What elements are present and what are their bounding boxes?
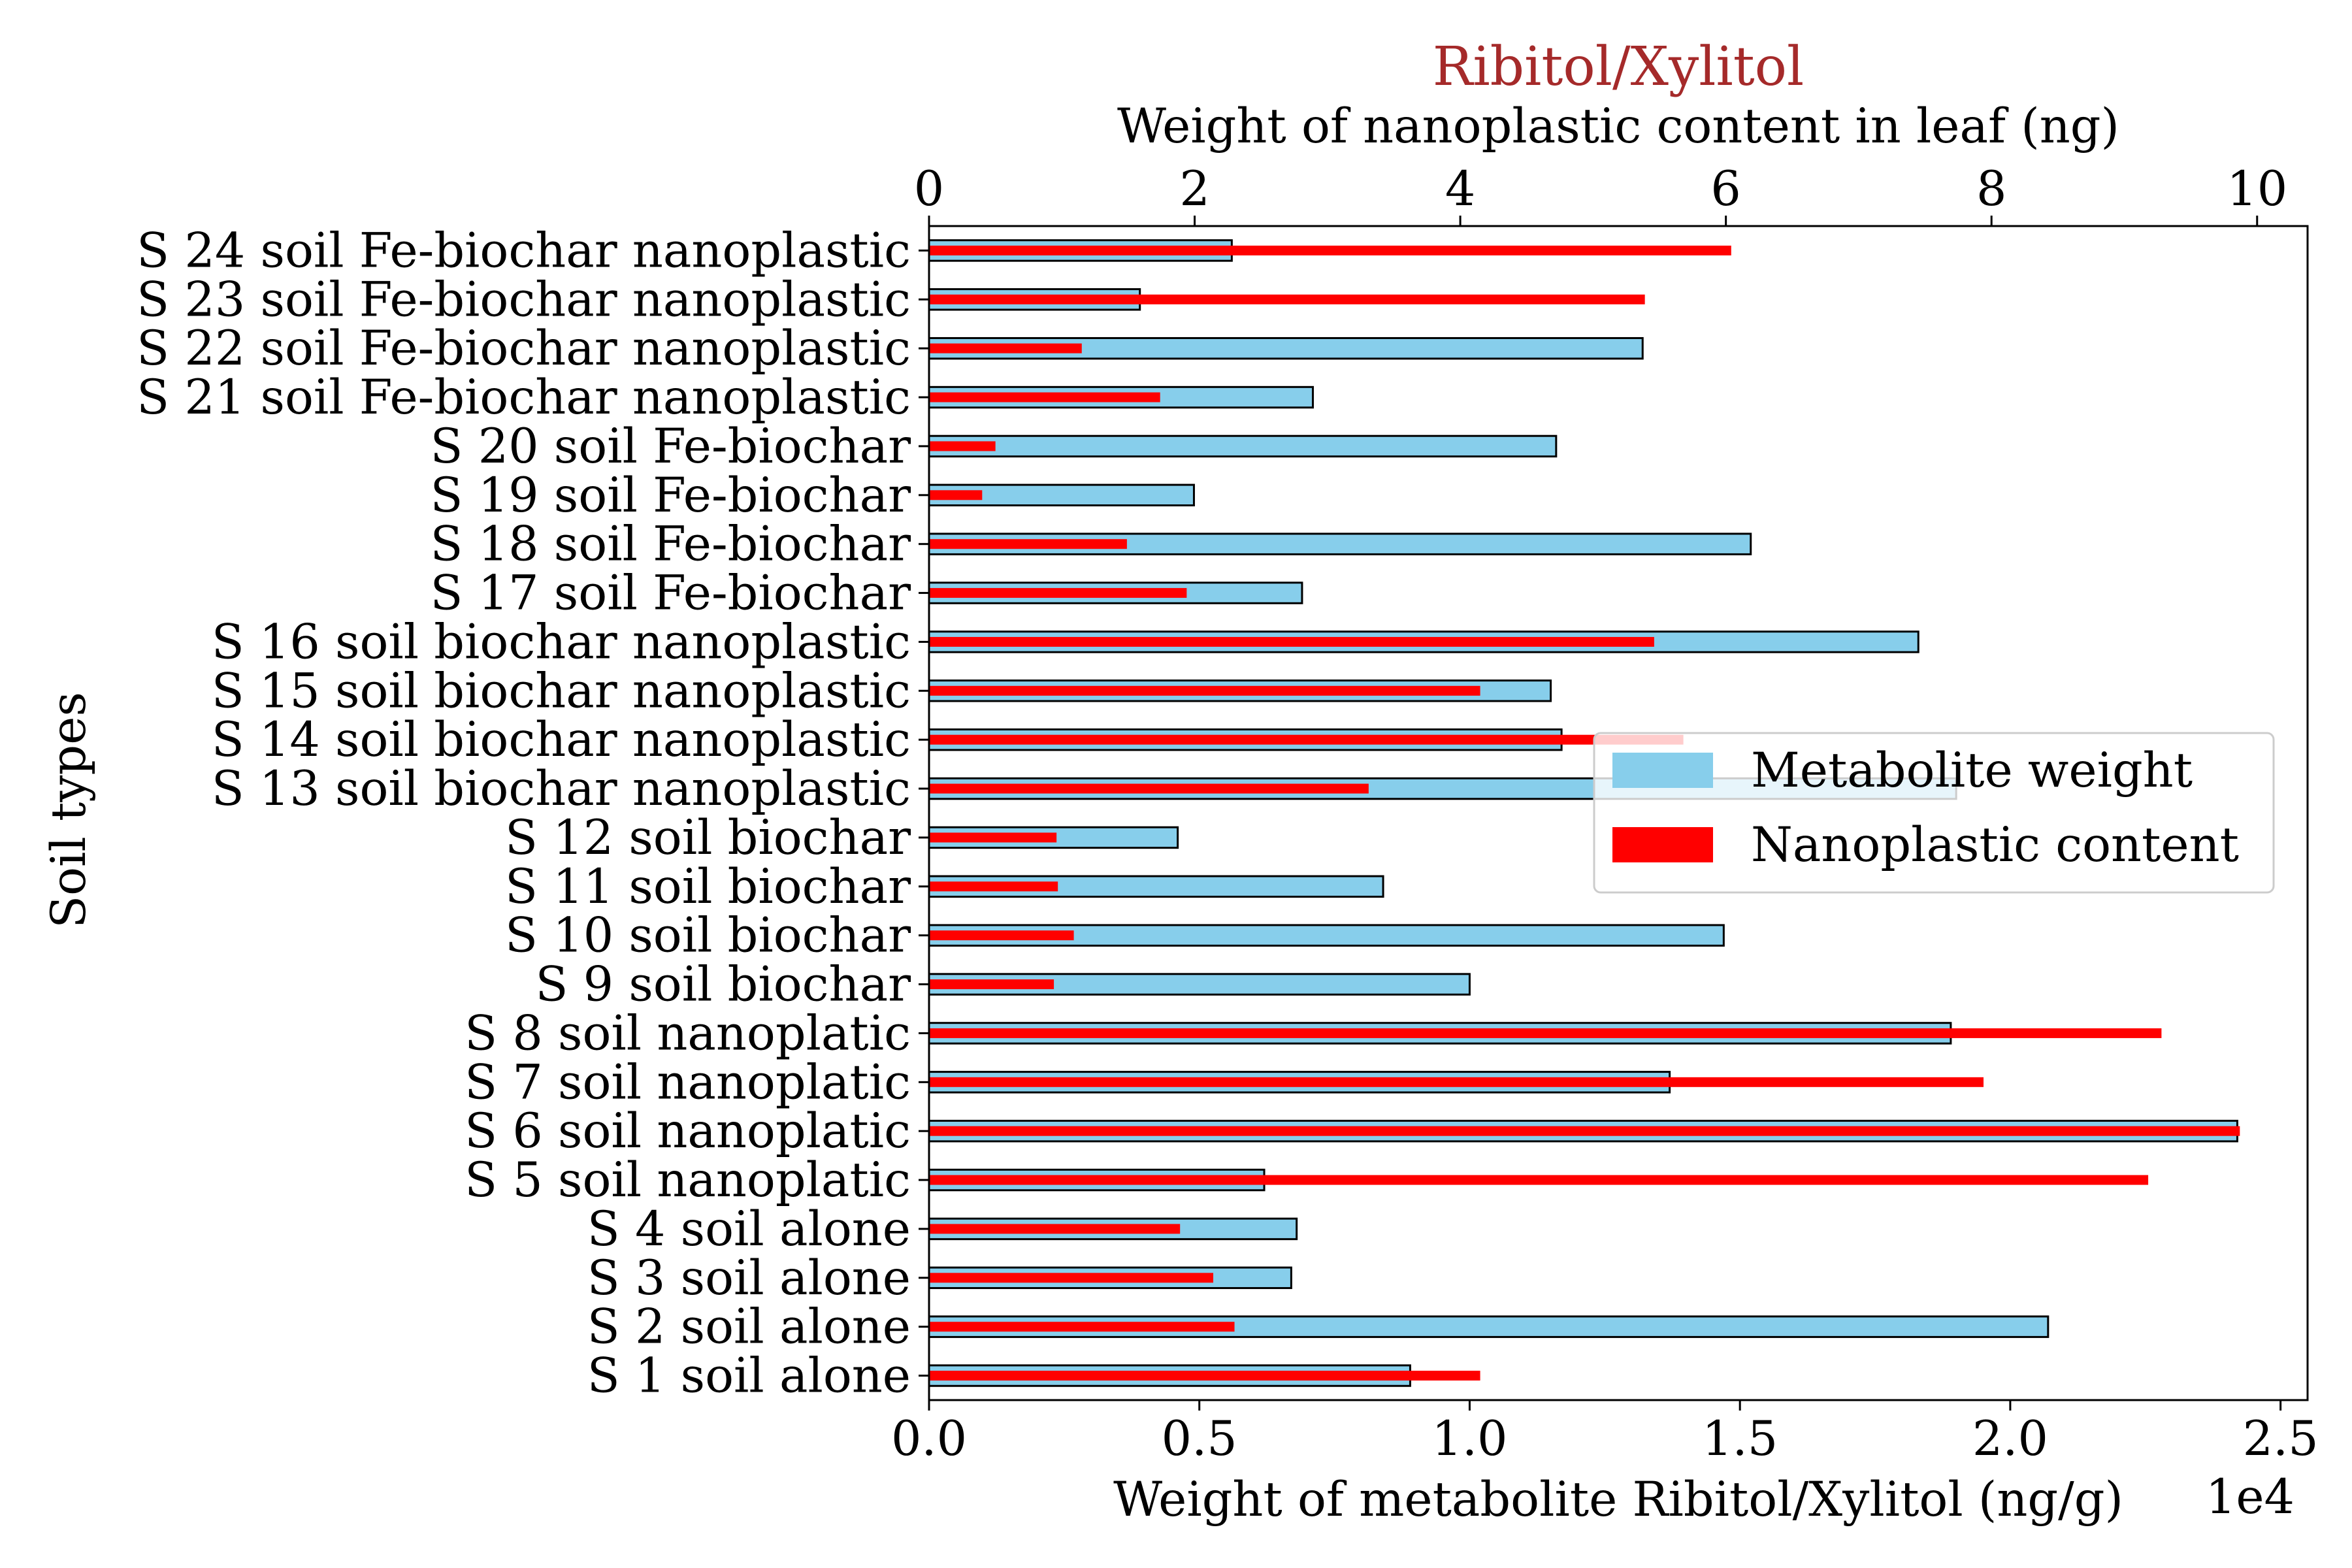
bottom-x-tick-label: 0.5 [1162, 1411, 1237, 1467]
legend-label-nanoplastic: Nanoplastic content [1751, 817, 2239, 873]
nanoplastic-bar [929, 832, 1057, 843]
y-tick-label: S 18 soil Fe-biochar [431, 517, 911, 572]
legend-label-metabolite: Metabolite weight [1751, 743, 2193, 798]
top-x-tick-label: 0 [914, 161, 944, 217]
y-tick-label: S 17 soil Fe-biochar [431, 566, 911, 621]
plot-frame [928, 225, 2309, 1401]
y-tick-label: S 21 soil Fe-biochar nanoplastic [137, 370, 911, 425]
top-x-axis-label: Weight of nanoplastic content in leaf (n… [1117, 99, 2119, 154]
y-tick-label: S 9 soil biochar [535, 957, 911, 1013]
nanoplastic-bar [929, 685, 1480, 696]
top-x-tick-label: 4 [1445, 161, 1475, 217]
nanoplastic-bar [929, 392, 1160, 402]
nanoplastic-bar [929, 539, 1127, 549]
legend-swatch-nanoplastic [1612, 827, 1713, 862]
y-tick-label: S 6 soil nanoplatic [465, 1103, 911, 1159]
bottom-x-tick-label: 1.0 [1431, 1411, 1507, 1467]
nanoplastic-bar [929, 1273, 1214, 1283]
y-tick-label: S 24 soil Fe-biochar nanoplastic [137, 223, 911, 278]
x-axis-offset-label: 1e4 [2206, 1469, 2295, 1525]
nanoplastic-bar [929, 734, 1684, 745]
legend-frame [1593, 732, 2275, 894]
nanoplastic-bar [929, 245, 1731, 255]
y-tick-label: S 4 soil alone [587, 1201, 911, 1257]
nanoplastic-bar [929, 343, 1082, 353]
bottom-x-tick-label: 2.0 [1972, 1411, 2048, 1467]
nanoplastic-bar [929, 441, 996, 451]
nanoplastic-bar [929, 588, 1187, 598]
y-tick-label: S 1 soil alone [587, 1348, 911, 1404]
y-tick-label: S 13 soil biochar nanoplastic [212, 761, 911, 817]
y-tick-label: S 12 soil biochar [505, 810, 911, 866]
bottom-x-tick-label: 2.5 [2243, 1411, 2319, 1467]
y-tick-label: S 10 soil biochar [505, 908, 911, 964]
top-x-tick-label: 8 [1976, 161, 2006, 217]
legend: Metabolite weight Nanoplastic content [1593, 732, 2275, 894]
y-tick-label: S 22 soil Fe-biochar nanoplastic [137, 321, 911, 376]
y-tick-label: S 19 soil Fe-biochar [431, 468, 911, 523]
nanoplastic-bar [929, 490, 983, 500]
y-axis-label: Soil types [41, 692, 97, 928]
legend-swatch-metabolite [1612, 753, 1713, 788]
nanoplastic-bar [929, 930, 1074, 941]
y-tick-label: S 2 soil alone [587, 1299, 911, 1355]
y-tick-label: S 16 soil biochar nanoplastic [212, 614, 911, 670]
y-tick-label: S 20 soil Fe-biochar [431, 419, 911, 474]
nanoplastic-bar [929, 294, 1645, 304]
nanoplastic-bar [929, 1322, 1235, 1332]
nanoplastic-bar [929, 1077, 1984, 1087]
nanoplastic-bar [929, 979, 1054, 990]
y-tick-label: S 23 soil Fe-biochar nanoplastic [137, 272, 911, 327]
y-tick-label: S 14 soil biochar nanoplastic [212, 712, 911, 768]
top-x-tick-label: 2 [1179, 161, 1209, 217]
nanoplastic-bar [929, 1126, 2240, 1136]
y-tick-label: S 7 soil nanoplatic [465, 1054, 911, 1110]
nanoplastic-bar [929, 1175, 2149, 1185]
y-tick-label: S 5 soil nanoplatic [465, 1152, 911, 1208]
y-tick-label: S 15 soil biochar nanoplastic [212, 663, 911, 719]
nanoplastic-bar [929, 1028, 2162, 1038]
nanoplastic-bar [929, 783, 1369, 794]
nanoplastic-bar [929, 636, 1654, 647]
axes: 0.0 0.5 1.0 1.5 2.0 2.50 2 4 6 8 10S 1 soil aloneS… [137, 161, 2319, 1467]
chart-title: Ribitol/Xylitol [1433, 36, 1805, 98]
nanoplastic-bar [929, 1371, 1480, 1381]
y-tick-label: S 8 soil nanoplatic [465, 1005, 911, 1061]
nanoplastic-bar [929, 881, 1058, 892]
top-x-tick-label: 10 [2227, 161, 2287, 217]
nanoplastic-bar [929, 1224, 1181, 1234]
y-tick-label: S 11 soil biochar [505, 859, 911, 915]
bottom-x-tick-label: 1.5 [1702, 1411, 1778, 1467]
metabolite-bar [928, 434, 1558, 458]
bottom-x-axis-label: Weight of metabolite Ribitol/Xylitol (ng… [1113, 1472, 2123, 1527]
y-tick-label: S 3 soil alone [587, 1250, 911, 1306]
top-x-tick-label: 6 [1710, 161, 1740, 217]
bottom-x-tick-label: 0.0 [891, 1411, 967, 1467]
